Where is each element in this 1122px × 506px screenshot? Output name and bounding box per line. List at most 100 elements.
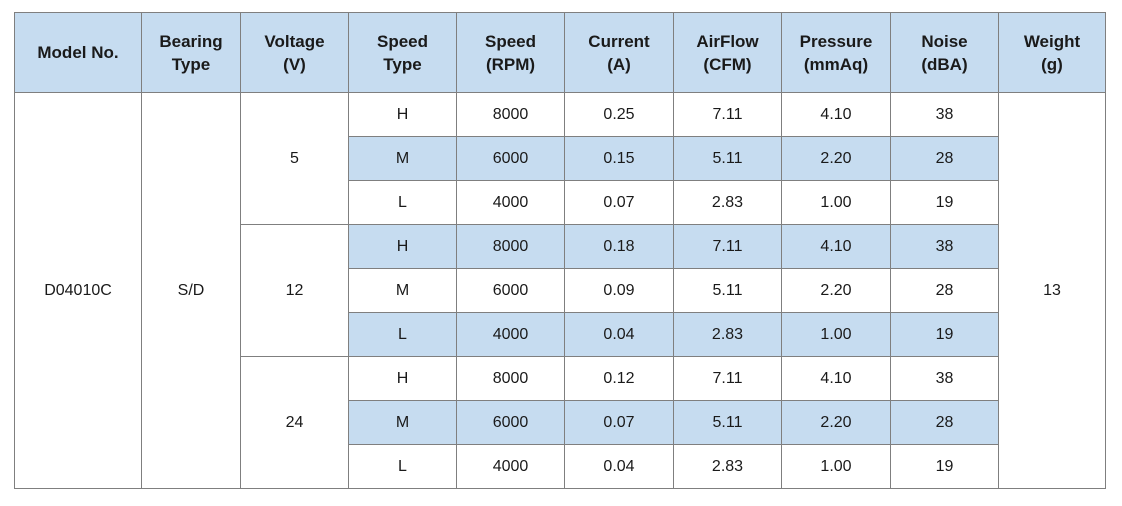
current-cell: 0.12 xyxy=(564,356,674,401)
airflow-cell: 2.83 xyxy=(673,444,782,489)
noise-cell: 38 xyxy=(890,356,999,401)
table-row: L 4000 0.04 2.83 1.00 19 xyxy=(15,312,1106,357)
noise-cell: 38 xyxy=(890,224,999,269)
header-label-unit: (CFM) xyxy=(703,54,752,74)
speed-type-cell: H xyxy=(348,356,457,401)
header-label: Noise xyxy=(921,31,968,51)
header-label: Model No. xyxy=(37,43,119,62)
header-label-unit: (A) xyxy=(607,54,631,74)
speed-type-cell: L xyxy=(348,312,457,357)
voltage-cell: 12 xyxy=(240,224,349,357)
current-cell: 0.15 xyxy=(564,136,674,181)
weight-cell: 13 xyxy=(998,92,1106,489)
model-number-cell: D04010C xyxy=(14,92,142,489)
rpm-cell: 8000 xyxy=(456,92,565,137)
speed-type-cell: M xyxy=(348,400,457,445)
header-label: AirFlow xyxy=(696,31,759,51)
airflow-cell: 2.83 xyxy=(673,312,782,357)
airflow-cell: 5.11 xyxy=(673,400,782,445)
rpm-cell: 6000 xyxy=(456,268,565,313)
voltage-cell: 5 xyxy=(240,92,349,225)
header-current: Current (A) xyxy=(564,12,674,93)
header-label-unit: (V) xyxy=(283,54,306,74)
table-row: M 6000 0.09 5.11 2.20 28 xyxy=(15,268,1106,313)
noise-cell: 28 xyxy=(890,268,999,313)
table-row: 24 H 8000 0.12 7.11 4.10 38 xyxy=(15,356,1106,489)
pressure-cell: 2.20 xyxy=(781,400,891,445)
pressure-cell: 1.00 xyxy=(781,444,891,489)
header-label-unit: (dBA) xyxy=(921,54,968,74)
speed-type-cell: M xyxy=(348,268,457,313)
noise-cell: 19 xyxy=(890,312,999,357)
pressure-cell: 1.00 xyxy=(781,180,891,225)
header-row: Model No. Bearing Type Voltage (V) Speed Ty… xyxy=(14,12,1106,93)
pressure-cell: 4.10 xyxy=(781,224,891,269)
table-body: D04010C S/D 5 H 8000 0.25 7.11 4.10 38 1… xyxy=(14,92,1106,489)
current-cell: 0.07 xyxy=(564,180,674,225)
header-pressure: Pressure (mmAq) xyxy=(781,12,891,93)
noise-cell: 38 xyxy=(890,92,999,137)
table-row: 12 H 8000 0.18 7.11 4.10 38 xyxy=(15,224,1106,357)
pressure-cell: 2.20 xyxy=(781,136,891,181)
table-row: M 6000 0.07 5.11 2.20 28 xyxy=(15,400,1106,445)
header-bearing-type: Bearing Type xyxy=(141,12,241,93)
header-label: Pressure xyxy=(799,31,873,51)
header-model-no: Model No. xyxy=(14,12,142,93)
noise-cell: 19 xyxy=(890,180,999,225)
rpm-cell: 8000 xyxy=(456,356,565,401)
header-label-unit: Type xyxy=(383,54,422,74)
airflow-cell: 5.11 xyxy=(673,136,782,181)
header-label: Weight xyxy=(1023,31,1081,51)
current-cell: 0.04 xyxy=(564,312,674,357)
header-label: Speed xyxy=(484,31,537,51)
speed-type-cell: M xyxy=(348,136,457,181)
header-label-unit: (g) xyxy=(1041,54,1063,74)
speed-type-cell: H xyxy=(348,92,457,137)
speed-type-cell: H xyxy=(348,224,457,269)
pressure-cell: 1.00 xyxy=(781,312,891,357)
speed-type-cell: L xyxy=(348,444,457,489)
rpm-cell: 6000 xyxy=(456,400,565,445)
table-header: Model No. Bearing Type Voltage (V) Speed Ty… xyxy=(14,12,1106,93)
pressure-cell: 4.10 xyxy=(781,356,891,401)
airflow-cell: 7.11 xyxy=(673,356,782,401)
rpm-cell: 4000 xyxy=(456,444,565,489)
header-speed-rpm: Speed (RPM) xyxy=(456,12,565,93)
current-cell: 0.18 xyxy=(564,224,674,269)
rpm-cell: 8000 xyxy=(456,224,565,269)
noise-cell: 28 xyxy=(890,400,999,445)
header-airflow: AirFlow (CFM) xyxy=(673,12,782,93)
header-label-unit: (mmAq) xyxy=(803,54,869,74)
voltage-cell: 24 xyxy=(240,356,349,489)
pressure-cell: 4.10 xyxy=(781,92,891,137)
current-cell: 0.09 xyxy=(564,268,674,313)
fan-spec-table: Model No. Bearing Type Voltage (V) Speed Ty… xyxy=(14,12,1106,489)
airflow-cell: 2.83 xyxy=(673,180,782,225)
current-cell: 0.25 xyxy=(564,92,674,137)
table-row: D04010C S/D 5 H 8000 0.25 7.11 4.10 38 1… xyxy=(14,92,1106,489)
rpm-cell: 4000 xyxy=(456,312,565,357)
header-noise: Noise (dBA) xyxy=(890,12,999,93)
airflow-cell: 7.11 xyxy=(673,224,782,269)
header-label: Bearing xyxy=(159,31,223,51)
rpm-cell: 6000 xyxy=(456,136,565,181)
header-speed-type: Speed Type xyxy=(348,12,457,93)
airflow-cell: 7.11 xyxy=(673,92,782,137)
current-cell: 0.07 xyxy=(564,400,674,445)
header-voltage: Voltage (V) xyxy=(240,12,349,93)
speed-type-cell: L xyxy=(348,180,457,225)
noise-cell: 28 xyxy=(890,136,999,181)
header-label: Speed xyxy=(376,31,429,51)
table-row: M 6000 0.15 5.11 2.20 28 xyxy=(15,136,1106,181)
rpm-cell: 4000 xyxy=(456,180,565,225)
bearing-type-cell: S/D xyxy=(141,92,241,489)
header-weight: Weight (g) xyxy=(998,12,1106,93)
header-label: Voltage xyxy=(264,31,325,51)
header-label-unit: Type xyxy=(171,54,211,74)
header-label-unit: (RPM) xyxy=(485,54,536,74)
noise-cell: 19 xyxy=(890,444,999,489)
pressure-cell: 2.20 xyxy=(781,268,891,313)
airflow-cell: 5.11 xyxy=(673,268,782,313)
header-label: Current xyxy=(588,31,650,51)
current-cell: 0.04 xyxy=(564,444,674,489)
